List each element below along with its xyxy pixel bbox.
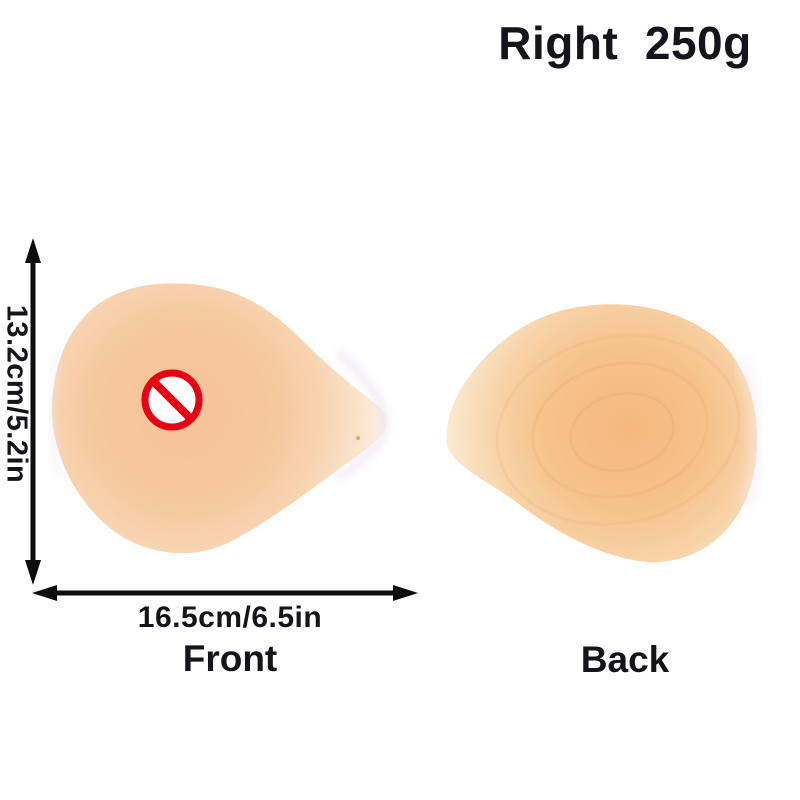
back-shape bbox=[446, 304, 758, 563]
product-title: Right 250g bbox=[498, 17, 752, 69]
width-dimension-arrow bbox=[32, 585, 418, 601]
back-view-product-photo bbox=[446, 304, 763, 563]
front-view-product-photo bbox=[47, 283, 390, 554]
front-surface-speck bbox=[355, 435, 361, 441]
back-view-label: Back bbox=[580, 639, 670, 680]
back-ripple-rings bbox=[495, 334, 741, 526]
height-dimension-label: 13.2cm/5.2in bbox=[0, 304, 33, 484]
front-left-translucent-edge bbox=[47, 355, 64, 476]
width-dimension-label: 16.5cm/6.5in bbox=[137, 601, 323, 634]
front-shape bbox=[51, 283, 387, 554]
front-tail-translucent-edge bbox=[334, 348, 390, 482]
prohibition-icon bbox=[141, 369, 203, 431]
front-view-label: Front bbox=[182, 638, 278, 679]
back-right-translucent-edge bbox=[735, 355, 763, 508]
height-dimension-arrow bbox=[25, 238, 41, 585]
